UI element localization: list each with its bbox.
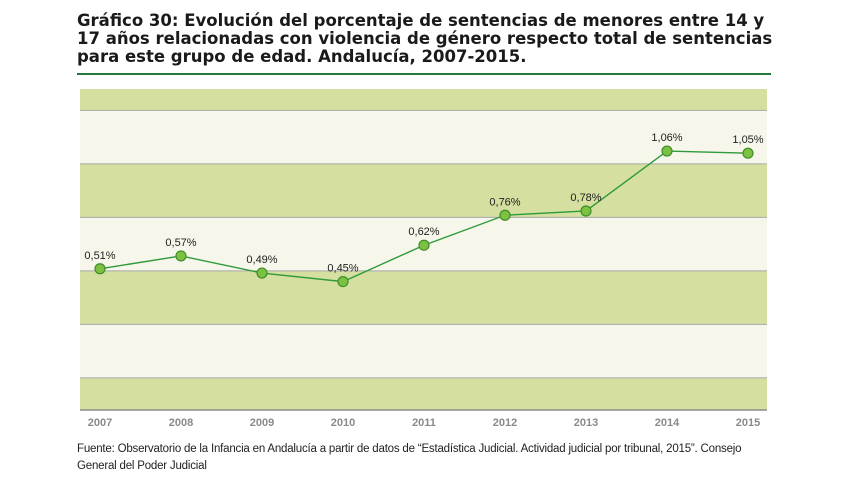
data-label: 0,51% xyxy=(84,250,115,262)
data-point xyxy=(418,239,430,251)
data-labels: 0,51% 0,57% 0,49% 0,45% 0,62% 0,76% 0,78% 1,06%… xyxy=(84,132,763,275)
x-tick-label: 2007 xyxy=(88,417,112,429)
data-label: 1,05% xyxy=(732,134,763,146)
band-dark xyxy=(80,270,767,325)
data-point xyxy=(337,276,349,288)
x-tick-label: 2014 xyxy=(655,417,680,429)
data-label: 0,62% xyxy=(408,226,439,238)
band-dark xyxy=(80,377,767,410)
x-tick-labels: 2007 2008 2009 2010 2011 2012 2013 2014 2015 xyxy=(88,417,760,429)
data-points xyxy=(94,145,754,288)
data-point xyxy=(256,267,268,279)
x-tick-label: 2015 xyxy=(736,417,760,429)
band-light xyxy=(80,110,767,164)
data-label: 0,78% xyxy=(570,192,601,204)
x-tick-label: 2009 xyxy=(250,417,274,429)
data-point xyxy=(661,145,673,157)
x-tick-label: 2010 xyxy=(331,417,355,429)
gridlines xyxy=(80,109,767,379)
x-tick-label: 2008 xyxy=(169,417,193,429)
band-light xyxy=(80,324,767,378)
x-tick-label: 2011 xyxy=(412,417,436,429)
data-point xyxy=(580,205,592,217)
title-rule xyxy=(77,73,771,75)
data-label: 1,06% xyxy=(651,132,682,144)
band-dark xyxy=(80,163,767,218)
data-label: 0,45% xyxy=(327,263,358,275)
data-point xyxy=(499,209,511,221)
source-note: Fuente: Observatorio de la Infancia en A… xyxy=(77,443,742,472)
data-label: 0,49% xyxy=(246,254,277,266)
x-tick-label: 2013 xyxy=(574,417,598,429)
data-point xyxy=(94,263,106,275)
background-bands xyxy=(80,89,767,410)
data-point xyxy=(742,147,754,159)
x-tick-label: 2012 xyxy=(493,417,517,429)
band-dark xyxy=(80,89,767,111)
data-point xyxy=(175,250,187,262)
data-label: 0,76% xyxy=(489,196,520,208)
data-label: 0,57% xyxy=(165,237,196,249)
chart-title: Gráfico 30: Evolución del porcentaje de … xyxy=(77,11,773,66)
